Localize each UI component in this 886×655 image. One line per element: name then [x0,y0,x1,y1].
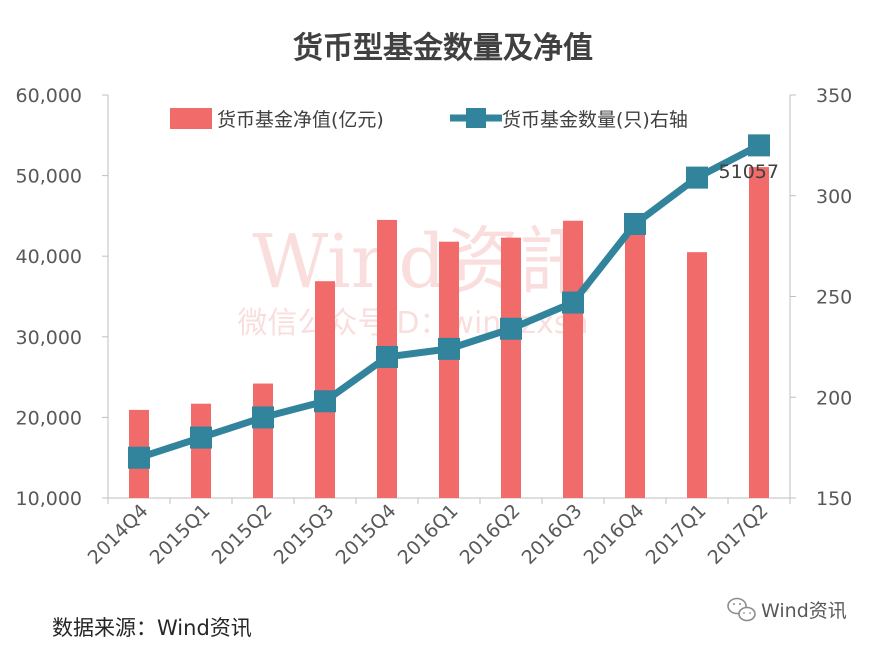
y-left-tick-label: 10,000 [16,488,82,510]
brand-name: Wind资讯 [761,600,847,622]
y-right-tick-label: 250 [816,287,852,309]
line-marker [500,317,522,340]
line-marker [314,390,336,413]
bar [253,383,273,498]
line-marker [252,406,274,429]
bar [501,237,521,499]
legend-label-bar: 货币基金净值(亿元) [217,109,384,131]
bar [749,167,769,499]
bar [687,252,707,498]
bar [563,220,583,498]
bar [439,241,459,498]
y-left-tick-label: 40,000 [16,246,82,268]
line-marker [376,345,398,368]
x-tick-label: 2016Q2 [456,500,525,569]
line-marker [748,134,770,157]
x-tick-label: 2017Q2 [704,500,773,569]
legend-label-line: 货币基金数量(只)右轴 [502,109,688,131]
legend-swatch-bar [170,108,212,129]
line-marker [624,212,646,235]
legend: 货币基金净值(亿元) 货币基金数量(只)右轴 [170,108,688,131]
x-tick-label: 2015Q4 [332,500,401,569]
y-right-tick-label: 200 [816,387,852,409]
line-marker [686,166,708,189]
chart-title: 货币型基金数量及净值 [293,31,593,66]
x-tick-label: 2016Q3 [518,500,587,569]
wechat-icon [727,597,756,622]
x-tick-label: 2014Q4 [84,500,153,569]
watermark-line-1: Wind资訊 [252,219,593,305]
x-tick-label: 2017Q1 [642,500,711,569]
bar [625,231,645,499]
y-left-tick-label: 60,000 [16,85,82,107]
watermark: Wind资訊 微信公众号ID：windzxsn [237,219,593,341]
y-left-tick-label: 50,000 [16,166,82,188]
watermark-line-2: 微信公众号ID：windzxsn [237,306,588,341]
x-tick-label: 2015Q2 [208,500,277,569]
legend-marker-sample [466,108,486,128]
x-tick-label: 2016Q1 [394,500,463,569]
line-marker [438,337,460,360]
brand-logo: Wind资讯 [727,597,847,622]
y-right-tick-label: 350 [816,85,852,107]
x-tick-label: 2015Q1 [146,500,215,569]
x-tick-label: 2016Q4 [580,500,649,569]
bar-data-label: 51057 [719,161,779,183]
x-tick-label: 2015Q3 [270,500,339,569]
y-right-tick-label: 300 [816,186,852,208]
line-marker [190,426,212,449]
source-note: 数据来源：Wind资讯 [52,616,252,640]
line-marker [562,291,584,314]
bar [315,281,335,498]
line-marker [128,446,150,469]
y-right-tick-label: 150 [816,488,852,510]
y-left-tick-label: 30,000 [16,327,82,349]
y-left-tick-label: 20,000 [16,407,82,429]
bar [191,403,211,498]
